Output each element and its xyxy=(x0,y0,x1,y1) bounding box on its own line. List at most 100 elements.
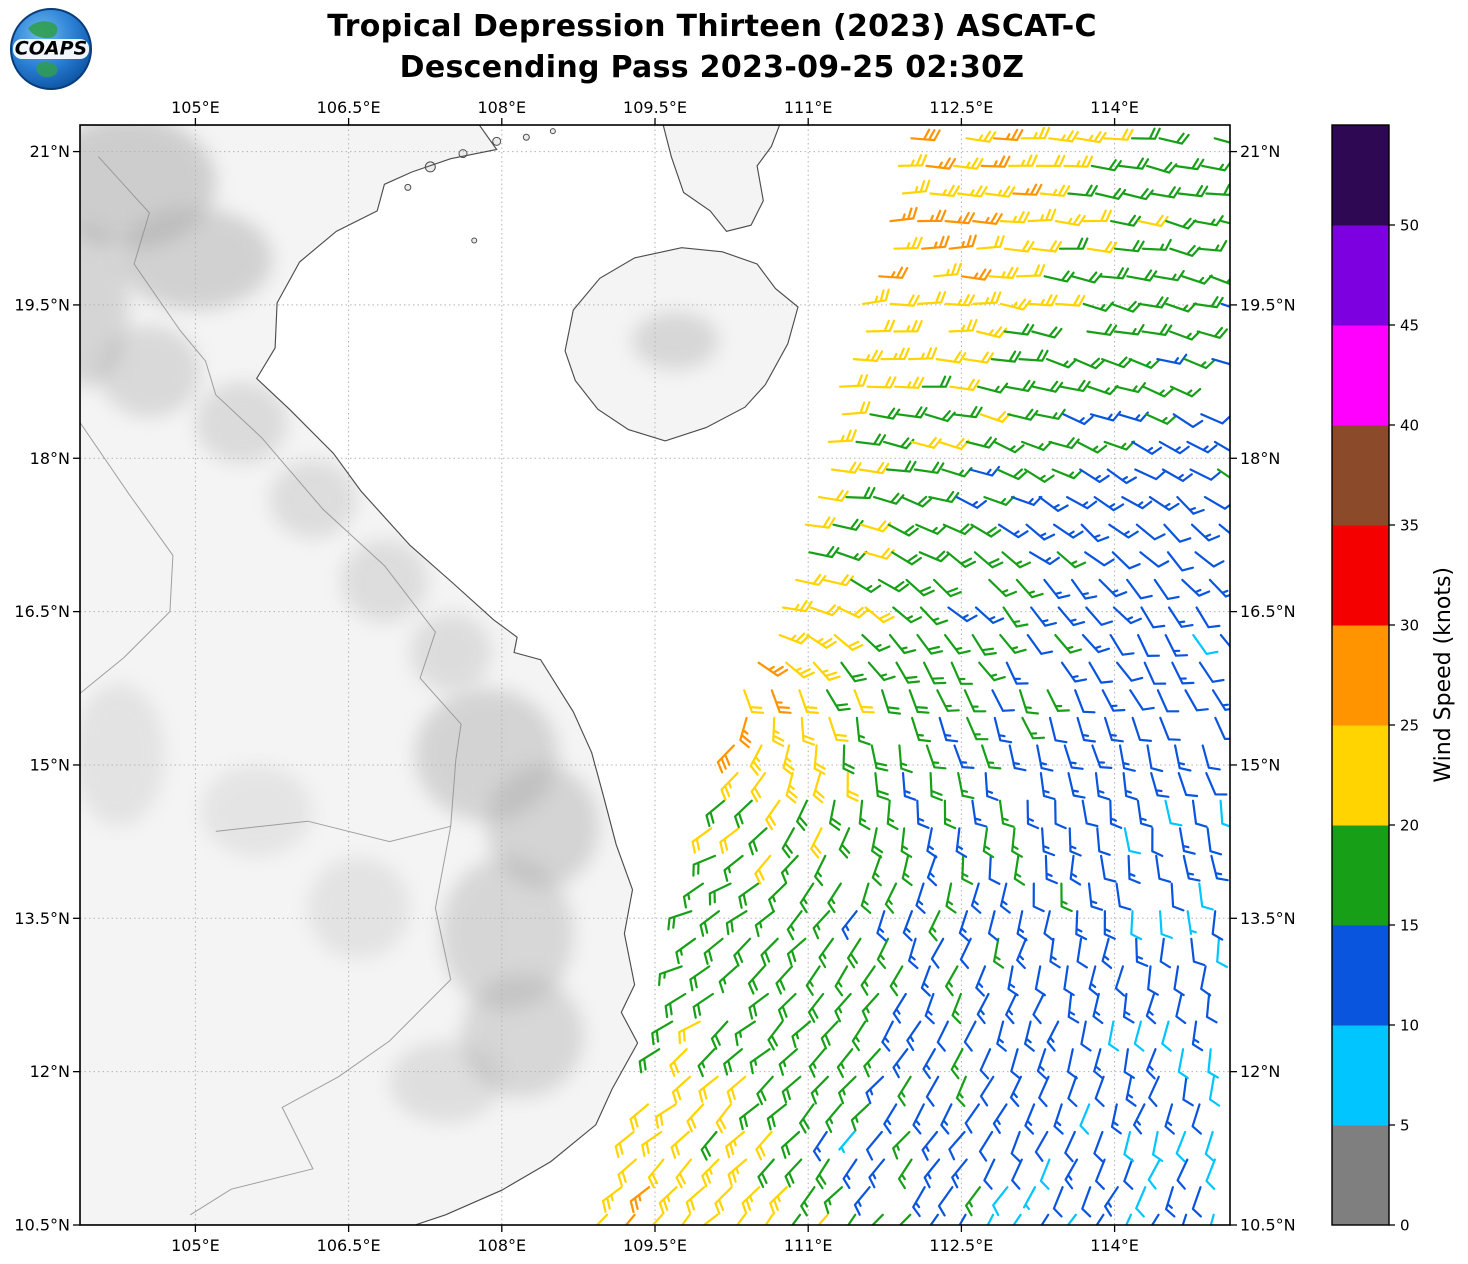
wind-barb xyxy=(901,772,917,801)
wind-barb xyxy=(1198,882,1214,911)
wind-barb xyxy=(1094,1075,1105,1108)
wind-barb xyxy=(703,937,724,965)
lat-tick-label: 13.5°N xyxy=(1240,909,1296,928)
wind-barb xyxy=(870,744,889,772)
wind-barb xyxy=(638,1048,661,1074)
wind-barb xyxy=(869,407,901,420)
wind-barb xyxy=(933,578,962,598)
wind-barb xyxy=(1104,716,1124,743)
wind-barb xyxy=(863,547,895,560)
wind-barb xyxy=(1053,523,1084,539)
lon-tick-label: 111°E xyxy=(784,1236,833,1255)
wind-barb xyxy=(999,634,1027,654)
colorbar-tick-label: 45 xyxy=(1400,317,1419,335)
wind-barb xyxy=(1057,606,1086,627)
wind-barb xyxy=(1181,578,1211,597)
wind-barb xyxy=(1182,854,1201,882)
wind-barb xyxy=(1150,772,1170,798)
wind-barb xyxy=(894,376,925,389)
wind-barb xyxy=(901,179,931,195)
wind-barb xyxy=(1036,1048,1048,1080)
wind-barb xyxy=(1041,827,1056,857)
wind-barb xyxy=(842,1158,858,1190)
wind-barb xyxy=(689,965,711,992)
wind-barb xyxy=(1114,965,1126,997)
wind-barb xyxy=(926,827,938,859)
wind-barb xyxy=(1201,161,1230,172)
wind-barb xyxy=(1131,716,1152,742)
wind-barb xyxy=(1108,1020,1120,1052)
wind-barb xyxy=(1122,772,1138,801)
wind-barb xyxy=(1137,634,1160,657)
wind-barb xyxy=(1196,240,1228,252)
wind-barb xyxy=(1214,716,1230,740)
wind-barb xyxy=(915,882,926,914)
wind-barb xyxy=(874,772,890,801)
wind-barb xyxy=(951,1158,968,1189)
wind-barb xyxy=(1167,606,1194,628)
wind-barb xyxy=(964,1103,980,1134)
wind-barb xyxy=(876,910,887,942)
colorbar-segment xyxy=(1332,825,1389,926)
wind-barb xyxy=(892,606,922,624)
wind-barb xyxy=(860,882,872,914)
wind-barb xyxy=(1094,772,1111,801)
wind-barb xyxy=(778,1048,799,1076)
wind-barb xyxy=(984,772,999,801)
lat-tick-label: 15°N xyxy=(30,755,70,774)
wind-barb xyxy=(834,965,849,997)
wind-barb xyxy=(1055,294,1086,307)
wind-barb xyxy=(963,1020,977,1052)
wind-barb xyxy=(1161,468,1193,482)
wind-barb xyxy=(1076,937,1088,969)
wind-barb xyxy=(1204,1130,1216,1163)
wind-barb xyxy=(1192,634,1219,655)
title-line-1: Tropical Depression Thirteen (2023) ASCA… xyxy=(327,9,1097,44)
lat-tick-label: 13.5°N xyxy=(14,909,70,928)
wind-barb xyxy=(1148,496,1180,511)
wind-barb xyxy=(1216,468,1230,479)
colorbar-segment xyxy=(1332,625,1389,726)
wind-barb xyxy=(986,1213,995,1225)
wind-barb xyxy=(815,1158,830,1190)
wind-barb xyxy=(725,910,748,936)
wind-barb xyxy=(1066,496,1098,510)
wind-barb xyxy=(699,910,720,937)
wind-barb xyxy=(842,744,855,775)
wind-barb xyxy=(912,1186,926,1218)
wind-barb xyxy=(1081,1186,1092,1218)
wind-barb xyxy=(926,854,938,887)
lat-tick-label: 19.5°N xyxy=(14,295,70,314)
lat-tick-label: 21°N xyxy=(30,142,70,161)
wind-barb xyxy=(799,1103,815,1134)
wind-barb xyxy=(1048,716,1068,744)
wind-barb xyxy=(1145,992,1157,1025)
wind-barb xyxy=(862,288,890,305)
wind-barb xyxy=(1090,159,1122,172)
lon-tick-label: 105°E xyxy=(171,1236,220,1255)
wind-barb xyxy=(1186,440,1218,454)
wind-barb xyxy=(807,992,825,1023)
wind-barb xyxy=(1163,523,1192,543)
wind-barb xyxy=(671,1075,692,1104)
wind-barb xyxy=(938,438,970,450)
wind-barb xyxy=(1079,1103,1091,1135)
wind-barb xyxy=(901,854,913,887)
wind-barb xyxy=(1211,358,1230,366)
wind-barb xyxy=(1032,882,1045,913)
wind-barb xyxy=(883,437,915,450)
wind-barb xyxy=(1039,772,1056,801)
wind-barb xyxy=(1145,413,1177,425)
wind-barb xyxy=(1189,468,1221,481)
wind-barb xyxy=(941,466,973,478)
wind-barb xyxy=(1111,551,1141,570)
wind-barb xyxy=(1177,1048,1189,1080)
lon-tick-label: 108°E xyxy=(477,1236,526,1255)
wind-barb xyxy=(1177,772,1199,798)
wind-barb xyxy=(817,489,849,502)
wind-barb xyxy=(1177,185,1209,198)
wind-barb xyxy=(748,827,768,856)
wind-barb xyxy=(1067,772,1086,799)
wind-barb xyxy=(1128,358,1160,369)
wind-barb xyxy=(1044,854,1058,885)
